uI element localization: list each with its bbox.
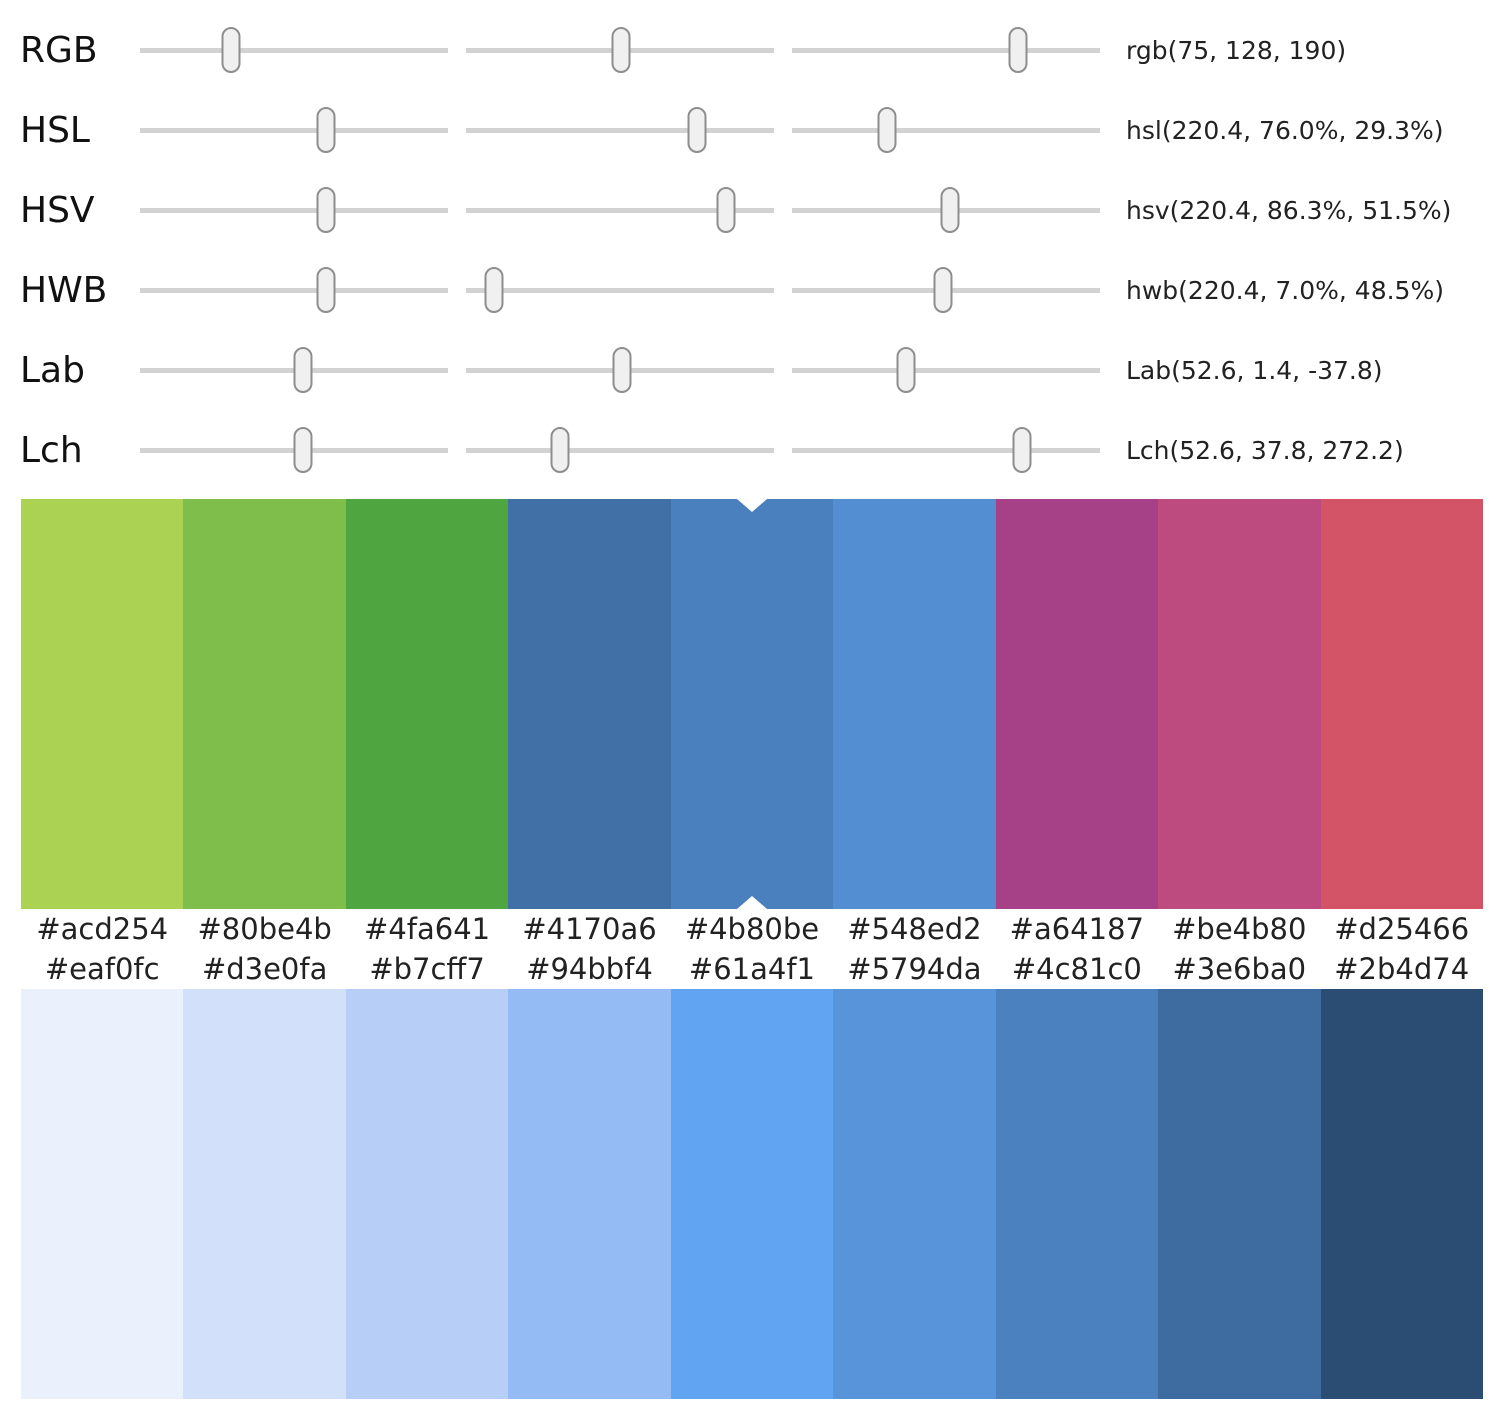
harmony-palette bbox=[21, 499, 1483, 909]
palette-swatch[interactable] bbox=[833, 989, 996, 1399]
hwb-row-label: HWB bbox=[20, 269, 108, 311]
palette-swatch[interactable] bbox=[833, 499, 996, 909]
slider-row-hwb: HWB hwb(220.4, 7.0%, 48.5%) bbox=[0, 250, 1501, 330]
swatch-hex-label: #4b80be bbox=[684, 912, 820, 946]
palette-swatch[interactable] bbox=[21, 989, 184, 1399]
harmony-hex-labels: #acd254 #80be4b #4fa641 #4170a6 #4b80be … bbox=[21, 909, 1483, 949]
swatch-hex-label: #2b4d74 bbox=[1334, 952, 1470, 986]
hsl-s-slider-thumb[interactable] bbox=[687, 107, 707, 153]
hwb-w-slider[interactable] bbox=[466, 267, 774, 313]
lab-l-slider[interactable] bbox=[140, 347, 448, 393]
swatch-hex-label: #acd254 bbox=[36, 912, 169, 946]
slider-row-hsl: HSL hsl(220.4, 76.0%, 29.3%) bbox=[0, 90, 1501, 170]
selected-swatch-notch-bottom bbox=[736, 896, 767, 909]
swatch-hex-label: #be4b80 bbox=[1172, 912, 1307, 946]
palette-swatch[interactable] bbox=[1158, 989, 1321, 1399]
palette-swatch[interactable] bbox=[345, 989, 509, 1399]
swatch-hex-label: #eaf0fc bbox=[44, 952, 160, 986]
hwb-b-slider-thumb[interactable] bbox=[933, 267, 953, 313]
hwb-value-text: hwb(220.4, 7.0%, 48.5%) bbox=[1126, 275, 1444, 305]
slider-row-hsv: HSV hsv(220.4, 86.3%, 51.5%) bbox=[0, 170, 1501, 250]
lab-l-slider-thumb[interactable] bbox=[293, 347, 313, 393]
lch-c-slider[interactable] bbox=[466, 427, 774, 473]
hsl-h-slider-thumb[interactable] bbox=[316, 107, 336, 153]
swatch-hex-label: #4fa641 bbox=[364, 912, 491, 946]
lab-value-text: Lab(52.6, 1.4, -37.8) bbox=[1126, 355, 1383, 385]
hsv-s-slider[interactable] bbox=[466, 187, 774, 233]
rgb-r-slider-thumb[interactable] bbox=[221, 27, 241, 73]
swatch-hex-label: #d3e0fa bbox=[201, 952, 328, 986]
hsl-h-slider[interactable] bbox=[140, 107, 448, 153]
palette-swatch[interactable] bbox=[670, 989, 834, 1399]
lab-row-label: Lab bbox=[20, 349, 85, 391]
hsl-s-slider[interactable] bbox=[466, 107, 774, 153]
lab-a-slider[interactable] bbox=[466, 347, 774, 393]
palette-swatch[interactable] bbox=[21, 499, 184, 909]
swatch-hex-label: #4170a6 bbox=[522, 912, 657, 946]
swatch-hex-label: #3e6ba0 bbox=[1172, 952, 1307, 986]
swatch-hex-label: #5794da bbox=[847, 952, 982, 986]
swatch-hex-label: #80be4b bbox=[197, 912, 332, 946]
palette-swatch[interactable] bbox=[183, 989, 346, 1399]
slider-row-lab: Lab Lab(52.6, 1.4, -37.8) bbox=[0, 330, 1501, 410]
lch-c-slider-thumb[interactable] bbox=[550, 427, 570, 473]
rgb-row-label: RGB bbox=[20, 29, 98, 71]
hwb-b-slider[interactable] bbox=[792, 267, 1100, 313]
rgb-b-slider-thumb[interactable] bbox=[1008, 27, 1028, 73]
lch-h-slider[interactable] bbox=[792, 427, 1100, 473]
palette-swatch[interactable] bbox=[183, 499, 346, 909]
hsl-row-label: HSL bbox=[20, 109, 90, 151]
swatch-hex-label: #4c81c0 bbox=[1011, 952, 1142, 986]
palette-swatch[interactable] bbox=[1320, 499, 1483, 909]
lch-l-slider-thumb[interactable] bbox=[293, 427, 313, 473]
shades-hex-labels: #eaf0fc #d3e0fa #b7cff7 #94bbf4 #61a4f1 … bbox=[21, 949, 1483, 989]
lab-b-slider-thumb[interactable] bbox=[896, 347, 916, 393]
swatch-hex-label: #94bbf4 bbox=[526, 952, 653, 986]
hsv-h-slider-thumb[interactable] bbox=[316, 187, 336, 233]
shades-palette bbox=[21, 989, 1483, 1399]
lch-value-text: Lch(52.6, 37.8, 272.2) bbox=[1126, 435, 1404, 465]
slider-panel: RGB rgb(75, 128, 190) HSL hsl(220.4, 76.… bbox=[0, 0, 1501, 490]
rgb-r-slider[interactable] bbox=[140, 27, 448, 73]
lab-a-slider-thumb[interactable] bbox=[612, 347, 632, 393]
hsl-l-slider-thumb[interactable] bbox=[877, 107, 897, 153]
palette-swatch[interactable] bbox=[995, 499, 1159, 909]
rgb-value-text: rgb(75, 128, 190) bbox=[1126, 35, 1347, 65]
swatch-hex-label: #d25466 bbox=[1334, 912, 1470, 946]
lch-l-slider[interactable] bbox=[140, 427, 448, 473]
selected-swatch-notch-top bbox=[736, 499, 767, 512]
lch-row-label: Lch bbox=[20, 429, 83, 471]
hwb-w-slider-thumb[interactable] bbox=[484, 267, 504, 313]
rgb-g-slider-thumb[interactable] bbox=[611, 27, 631, 73]
palette-swatch-selected[interactable] bbox=[670, 499, 834, 909]
swatch-hex-label: #548ed2 bbox=[847, 912, 982, 946]
palette-swatch[interactable] bbox=[508, 499, 671, 909]
hsl-l-slider[interactable] bbox=[792, 107, 1100, 153]
hsv-v-slider-thumb[interactable] bbox=[940, 187, 960, 233]
swatch-hex-label: #61a4f1 bbox=[688, 952, 816, 986]
lab-b-slider[interactable] bbox=[792, 347, 1100, 393]
hsv-s-slider-thumb[interactable] bbox=[716, 187, 736, 233]
palette-swatch[interactable] bbox=[1320, 989, 1483, 1399]
rgb-g-slider[interactable] bbox=[466, 27, 774, 73]
hsv-row-label: HSV bbox=[20, 189, 95, 231]
rgb-b-slider[interactable] bbox=[792, 27, 1100, 73]
hsv-value-text: hsv(220.4, 86.3%, 51.5%) bbox=[1126, 195, 1452, 225]
hsl-value-text: hsl(220.4, 76.0%, 29.3%) bbox=[1126, 115, 1444, 145]
palette-swatch[interactable] bbox=[345, 499, 509, 909]
swatch-hex-label: #b7cff7 bbox=[369, 952, 485, 986]
palette-swatch[interactable] bbox=[1158, 499, 1321, 909]
slider-row-lch: Lch Lch(52.6, 37.8, 272.2) bbox=[0, 410, 1501, 490]
slider-row-rgb: RGB rgb(75, 128, 190) bbox=[0, 10, 1501, 90]
hwb-h-slider-thumb[interactable] bbox=[316, 267, 336, 313]
hsv-h-slider[interactable] bbox=[140, 187, 448, 233]
swatch-hex-label: #a64187 bbox=[1009, 912, 1144, 946]
hsv-v-slider[interactable] bbox=[792, 187, 1100, 233]
palette-swatch[interactable] bbox=[508, 989, 671, 1399]
lch-h-slider-thumb[interactable] bbox=[1012, 427, 1032, 473]
hwb-h-slider[interactable] bbox=[140, 267, 448, 313]
palette-swatch[interactable] bbox=[995, 989, 1159, 1399]
